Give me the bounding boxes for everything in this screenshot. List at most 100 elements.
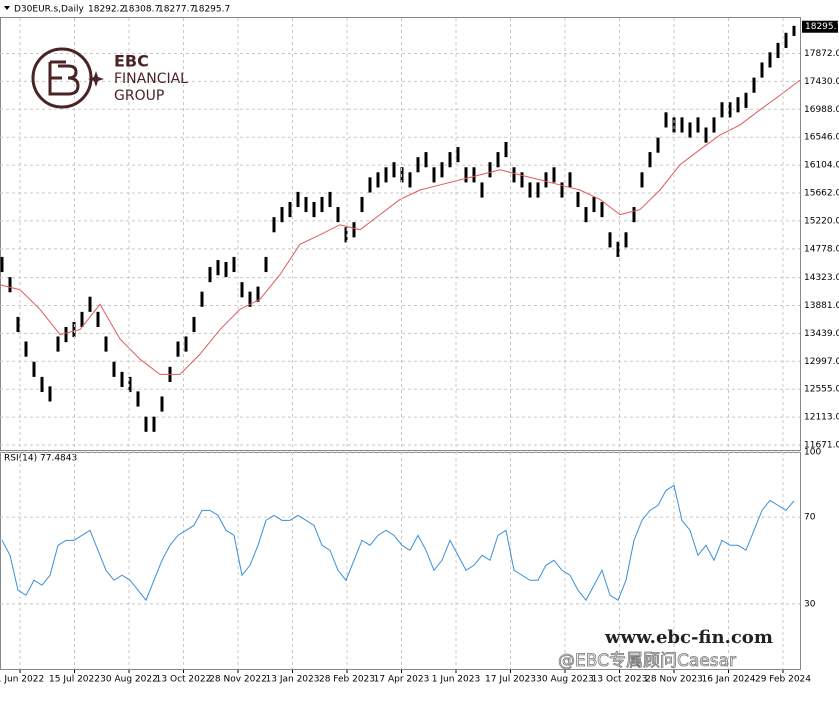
candle bbox=[704, 127, 708, 143]
candle bbox=[576, 191, 580, 208]
candle bbox=[528, 182, 532, 198]
candle bbox=[184, 336, 188, 352]
dropdown-icon bbox=[4, 6, 10, 10]
candle bbox=[120, 371, 124, 387]
x-tick-label: 17 Apr 2023 bbox=[374, 675, 430, 685]
candle bbox=[672, 117, 676, 133]
x-tick-label: 17 Jul 2023 bbox=[485, 675, 536, 685]
candle bbox=[264, 256, 268, 273]
candle bbox=[448, 152, 452, 168]
candle bbox=[240, 282, 244, 298]
x-tick-label: 28 Feb 2023 bbox=[319, 675, 375, 685]
moving-average bbox=[0, 79, 801, 375]
candle bbox=[616, 241, 620, 257]
candle bbox=[312, 201, 316, 218]
x-tick-label: 28 Nov 2023 bbox=[645, 675, 703, 685]
x-tick-label: 28 Nov 2022 bbox=[209, 675, 267, 685]
candle bbox=[288, 201, 292, 218]
candle bbox=[216, 260, 220, 276]
x-tick-label: 1 Jun 2023 bbox=[432, 675, 480, 685]
candle bbox=[584, 207, 588, 223]
candle bbox=[640, 172, 644, 188]
candle bbox=[784, 32, 788, 48]
candle bbox=[440, 162, 444, 178]
candle bbox=[352, 222, 356, 238]
candle bbox=[232, 256, 236, 273]
candle bbox=[112, 361, 116, 377]
candle bbox=[736, 97, 740, 113]
candle bbox=[456, 147, 460, 163]
candle bbox=[200, 291, 204, 307]
candle bbox=[760, 62, 764, 78]
candle bbox=[392, 162, 396, 178]
candle bbox=[280, 207, 284, 223]
candle bbox=[680, 117, 684, 133]
candle bbox=[176, 341, 180, 357]
candle bbox=[432, 167, 436, 183]
candle bbox=[24, 341, 28, 357]
candle bbox=[496, 152, 500, 168]
candle bbox=[152, 416, 156, 432]
x-tick-label: 15 Jul 2022 bbox=[49, 675, 100, 685]
candle bbox=[296, 191, 300, 208]
candle bbox=[776, 42, 780, 59]
watermark: www.ebc-fin.com bbox=[604, 627, 773, 648]
price-panel-frame bbox=[0, 17, 801, 451]
candle bbox=[472, 167, 476, 183]
candle bbox=[64, 327, 68, 343]
y-tick-label: 15662.0 bbox=[804, 189, 839, 199]
candle bbox=[656, 137, 660, 153]
y-tick-label: 16104.0 bbox=[804, 161, 839, 171]
candle bbox=[624, 232, 628, 248]
y-tick-label: 30 bbox=[804, 599, 816, 609]
candle bbox=[744, 92, 748, 108]
candle bbox=[248, 291, 252, 307]
symbol-title: D30EUR.s,Daily bbox=[14, 5, 84, 15]
candle bbox=[48, 386, 52, 402]
x-tick-label: 13 Oct 2022 bbox=[156, 675, 212, 685]
candle bbox=[88, 296, 92, 312]
logo-star bbox=[88, 71, 104, 87]
candle bbox=[192, 316, 196, 333]
watermark: @EBC专属顾问Caesar bbox=[558, 651, 736, 671]
x-tick-label: 1 Jun 2022 bbox=[0, 675, 44, 685]
candle bbox=[536, 182, 540, 198]
candle bbox=[568, 172, 572, 188]
candle bbox=[664, 112, 668, 128]
x-tick-label: 13 Jan 2023 bbox=[266, 675, 320, 685]
candle bbox=[304, 196, 308, 213]
logo-line: GROUP bbox=[114, 88, 164, 104]
candle bbox=[128, 376, 132, 393]
ohlc-value: 18292.2 bbox=[88, 5, 125, 15]
candle bbox=[696, 117, 700, 133]
candle bbox=[208, 267, 212, 283]
candle bbox=[688, 122, 692, 138]
candle bbox=[384, 167, 388, 183]
candle bbox=[416, 157, 420, 173]
candle bbox=[544, 172, 548, 188]
candle bbox=[368, 177, 372, 193]
y-tick-label: 15220.0 bbox=[804, 216, 839, 226]
candle bbox=[792, 25, 796, 36]
candle bbox=[104, 336, 108, 352]
ohlc-value: 18308.7 bbox=[123, 5, 160, 15]
candle bbox=[600, 201, 604, 218]
candle bbox=[712, 117, 716, 133]
rsi-panel-frame bbox=[0, 452, 801, 670]
x-tick-label: 16 Jan 2024 bbox=[702, 675, 756, 685]
y-tick-label: 12997.0 bbox=[804, 357, 839, 367]
candle bbox=[648, 152, 652, 168]
candle bbox=[520, 172, 524, 188]
ohlc-value: 18277.7 bbox=[158, 5, 195, 15]
x-tick-label: 13 Oct 2023 bbox=[592, 675, 648, 685]
logo-mark bbox=[48, 60, 80, 96]
rsi-title: RSI(14) bbox=[4, 454, 37, 464]
candle bbox=[632, 207, 636, 223]
candle bbox=[136, 391, 140, 407]
rsi-current: 77.4843 bbox=[40, 454, 77, 464]
y-tick-label: 16546.0 bbox=[804, 133, 839, 143]
candle bbox=[272, 217, 276, 233]
